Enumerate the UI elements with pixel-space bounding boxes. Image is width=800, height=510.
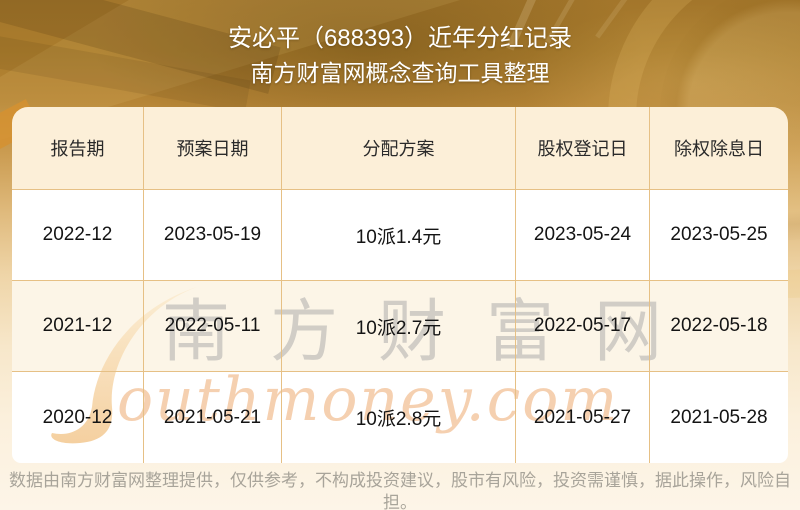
table-cell: 10派1.4元 bbox=[282, 190, 516, 281]
table-cell: 10派2.8元 bbox=[282, 372, 516, 463]
table-cell: 2020-12 bbox=[12, 372, 144, 463]
table-cell: 2022-12 bbox=[12, 190, 144, 281]
table-cell: 2021-12 bbox=[12, 281, 144, 372]
dividend-table: 南方财富网 outhmoney.com 报告期 预案日期 分配方案 股权登记日 … bbox=[12, 107, 788, 463]
table-cell: 2021-05-21 bbox=[144, 372, 282, 463]
table-cell: 2023-05-25 bbox=[650, 190, 788, 281]
table-cell: 2022-05-11 bbox=[144, 281, 282, 372]
table-cell: 10派2.7元 bbox=[282, 281, 516, 372]
page-title: 安必平（688393）近年分红记录 bbox=[227, 25, 573, 52]
page-subtitle: 南方财富网概念查询工具整理 bbox=[250, 60, 550, 86]
table-cell: 2021-05-28 bbox=[670, 406, 768, 428]
title-block: 安必平（688393）近年分红记录 南方财富网概念查询工具整理 bbox=[0, 24, 800, 86]
dividend-grid: 报告期 预案日期 分配方案 股权登记日 除权除息日 2022-12 2023-0… bbox=[12, 107, 788, 463]
table-cell: 2023-05-24 bbox=[516, 190, 650, 281]
col-header-report-period: 报告期 bbox=[12, 107, 144, 190]
col-header-ex-dividend-date: 除权除息日 bbox=[650, 107, 788, 190]
southmoney-url-watermark: outhmoney.com bbox=[117, 365, 620, 435]
col-header-record-date: 股权登记日 bbox=[516, 107, 650, 190]
table-cell: 2023-05-19 bbox=[144, 190, 282, 281]
table-cell: 2022-05-18 bbox=[650, 281, 788, 372]
col-header-distribution: 分配方案 bbox=[282, 107, 516, 190]
table-cell: 2021-05-27 bbox=[516, 372, 650, 463]
table-cell: 2022-05-17 bbox=[516, 281, 650, 372]
disclaimer-text: 数据由南方财富网整理提供，仅供参考，不构成投资建议，股市有风险，投资需谨慎，据此… bbox=[9, 471, 791, 510]
col-header-plan-date: 预案日期 bbox=[144, 107, 282, 190]
southmoney-cjk-watermark: 南方财富网 bbox=[162, 293, 703, 372]
